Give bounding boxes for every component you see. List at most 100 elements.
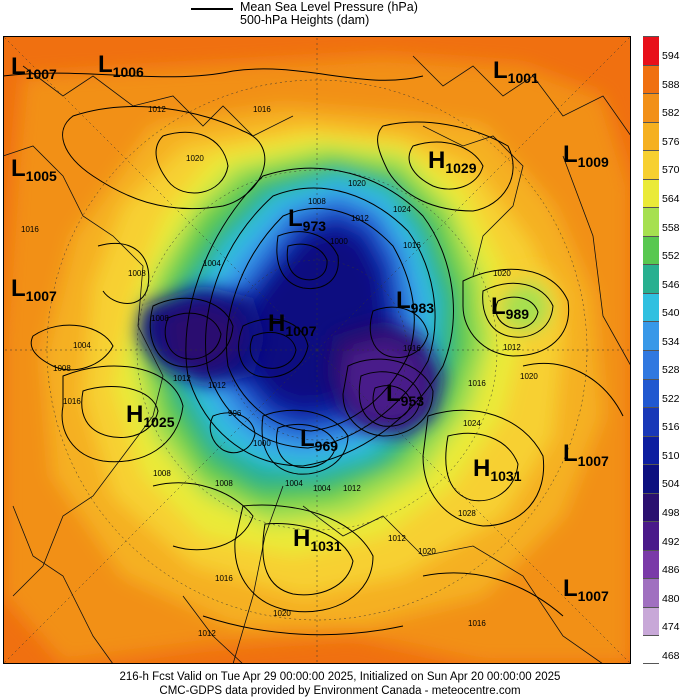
pressure-system-high: H1025 bbox=[126, 401, 175, 430]
system-pressure: 969 bbox=[315, 438, 339, 454]
system-type: H bbox=[126, 401, 143, 428]
scale-tick-label: 570 bbox=[662, 164, 680, 177]
scale-tick-label: 582 bbox=[662, 107, 680, 120]
scale-swatch bbox=[643, 549, 659, 579]
legend-pressure-label: Mean Sea Level Pressure (hPa) bbox=[240, 0, 418, 14]
system-pressure: 1007 bbox=[285, 323, 316, 339]
contour-label: 996 bbox=[228, 409, 242, 418]
scale-swatch bbox=[643, 207, 659, 237]
system-type: L bbox=[11, 275, 26, 302]
system-pressure: 1009 bbox=[578, 154, 609, 170]
scale-tick-label: 528 bbox=[662, 364, 680, 377]
scale-tick-label: 558 bbox=[662, 221, 680, 234]
contour-label: 1020 bbox=[493, 269, 511, 278]
pressure-line-sample bbox=[191, 8, 233, 10]
system-type: L bbox=[288, 205, 303, 232]
contour-label: 1020 bbox=[418, 547, 436, 556]
height-contour-labels: 1012 1016 1020 1008 1012 1024 1016 1020 … bbox=[21, 105, 538, 638]
pressure-system-low: L973 bbox=[288, 205, 326, 234]
scale-tick-label: 576 bbox=[662, 135, 680, 148]
scale-tick-label: 564 bbox=[662, 193, 680, 205]
scale-swatch bbox=[643, 492, 659, 522]
system-pressure: 1007 bbox=[26, 66, 57, 82]
system-type: L bbox=[386, 380, 401, 407]
contour-label: 1012 bbox=[388, 534, 406, 543]
system-pressure: 953 bbox=[401, 393, 425, 409]
map-border bbox=[3, 36, 631, 664]
scale-swatch bbox=[643, 407, 659, 437]
pressure-system-low: L983 bbox=[396, 287, 434, 316]
system-pressure: 983 bbox=[411, 300, 435, 316]
pressure-system-low: L1005 bbox=[11, 155, 57, 184]
pressure-system-low: L1007 bbox=[11, 53, 57, 82]
scale-tick-label: 498 bbox=[662, 507, 680, 519]
legend-heights-label: 500-hPa Heights (dam) bbox=[240, 13, 370, 27]
contour-label: 1012 bbox=[173, 374, 191, 383]
contour-label: 1024 bbox=[393, 205, 411, 214]
contour-label: 1028 bbox=[458, 509, 476, 518]
color-scale bbox=[643, 36, 659, 665]
contour-label: 1016 bbox=[253, 105, 271, 114]
scale-swatch bbox=[643, 321, 659, 351]
system-type: L bbox=[563, 440, 578, 467]
scale-swatch bbox=[643, 464, 659, 494]
scale-tick-label: 516 bbox=[662, 421, 680, 434]
contour-label: 1016 bbox=[468, 619, 486, 628]
contour-label: 1012 bbox=[148, 105, 166, 114]
contour-label: 1020 bbox=[520, 372, 538, 381]
data-credit-text: CMC-GDPS data provided by Environment Ca… bbox=[159, 685, 521, 697]
system-pressure: 1031 bbox=[490, 468, 521, 484]
contour-label: 1012 bbox=[503, 343, 521, 352]
system-type: H bbox=[428, 147, 445, 174]
contour-label: 1016 bbox=[468, 379, 486, 388]
pressure-system-low: L1001 bbox=[493, 57, 539, 86]
system-pressure: 1029 bbox=[445, 160, 476, 176]
system-type: H bbox=[268, 310, 285, 337]
system-pressure: 973 bbox=[303, 218, 327, 234]
contour-label: 1024 bbox=[463, 419, 481, 428]
system-type: L bbox=[98, 51, 113, 78]
scale-tick-label: 534 bbox=[662, 335, 680, 348]
system-type: L bbox=[493, 57, 508, 84]
system-type: H bbox=[473, 455, 490, 482]
scale-tick-label: 486 bbox=[662, 564, 680, 577]
contour-label: 1000 bbox=[253, 439, 271, 448]
contour-label: 1012 bbox=[198, 629, 216, 638]
scale-tick-label: 480 bbox=[662, 592, 680, 605]
contour-label: 1020 bbox=[348, 179, 366, 188]
scale-tick-label: 492 bbox=[662, 535, 680, 548]
contour-label: 1016 bbox=[403, 344, 421, 353]
contour-label: 1008 bbox=[53, 364, 71, 373]
scale-swatch bbox=[643, 235, 659, 265]
footer: 216-h Fcst Valid on Tue Apr 29 00:00:00 … bbox=[0, 670, 680, 698]
contour-label: 1016 bbox=[403, 241, 421, 250]
scale-swatch bbox=[643, 93, 659, 123]
scale-tick-label: 546 bbox=[662, 278, 680, 291]
weather-map: 1012 1016 1020 1008 1012 1024 1016 1020 … bbox=[3, 36, 631, 664]
system-type: L bbox=[491, 293, 506, 320]
pressure-system-low: L1007 bbox=[11, 275, 57, 304]
pressure-systems: L1007 L1006 L1001 L1005 H1029 L1009 L973… bbox=[11, 51, 609, 604]
scale-tick-label: 552 bbox=[662, 250, 680, 263]
system-type: L bbox=[396, 287, 411, 314]
scale-swatch bbox=[643, 150, 659, 180]
scale-swatch bbox=[643, 64, 659, 94]
isobars bbox=[3, 68, 624, 636]
contour-label: 1004 bbox=[73, 341, 91, 350]
scale-swatch bbox=[643, 378, 659, 408]
contour-label: 1012 bbox=[343, 484, 361, 493]
system-pressure: 989 bbox=[506, 306, 530, 322]
scale-tick-label: 540 bbox=[662, 307, 680, 320]
system-pressure: 1031 bbox=[310, 538, 341, 554]
scale-tick-label: 594 bbox=[662, 50, 680, 63]
contour-label: 1012 bbox=[208, 381, 226, 390]
system-pressure: 1007 bbox=[578, 453, 609, 469]
contour-label: 1016 bbox=[21, 225, 39, 234]
system-pressure: 1001 bbox=[508, 70, 539, 86]
system-pressure: 1006 bbox=[113, 64, 144, 80]
forecast-valid-text: 216-h Fcst Valid on Tue Apr 29 00:00:00 … bbox=[119, 671, 561, 683]
scale-swatch bbox=[643, 178, 659, 208]
contour-label: 1000 bbox=[330, 237, 348, 246]
scale-swatch bbox=[643, 521, 659, 551]
pressure-system-low: L1009 bbox=[563, 141, 609, 170]
